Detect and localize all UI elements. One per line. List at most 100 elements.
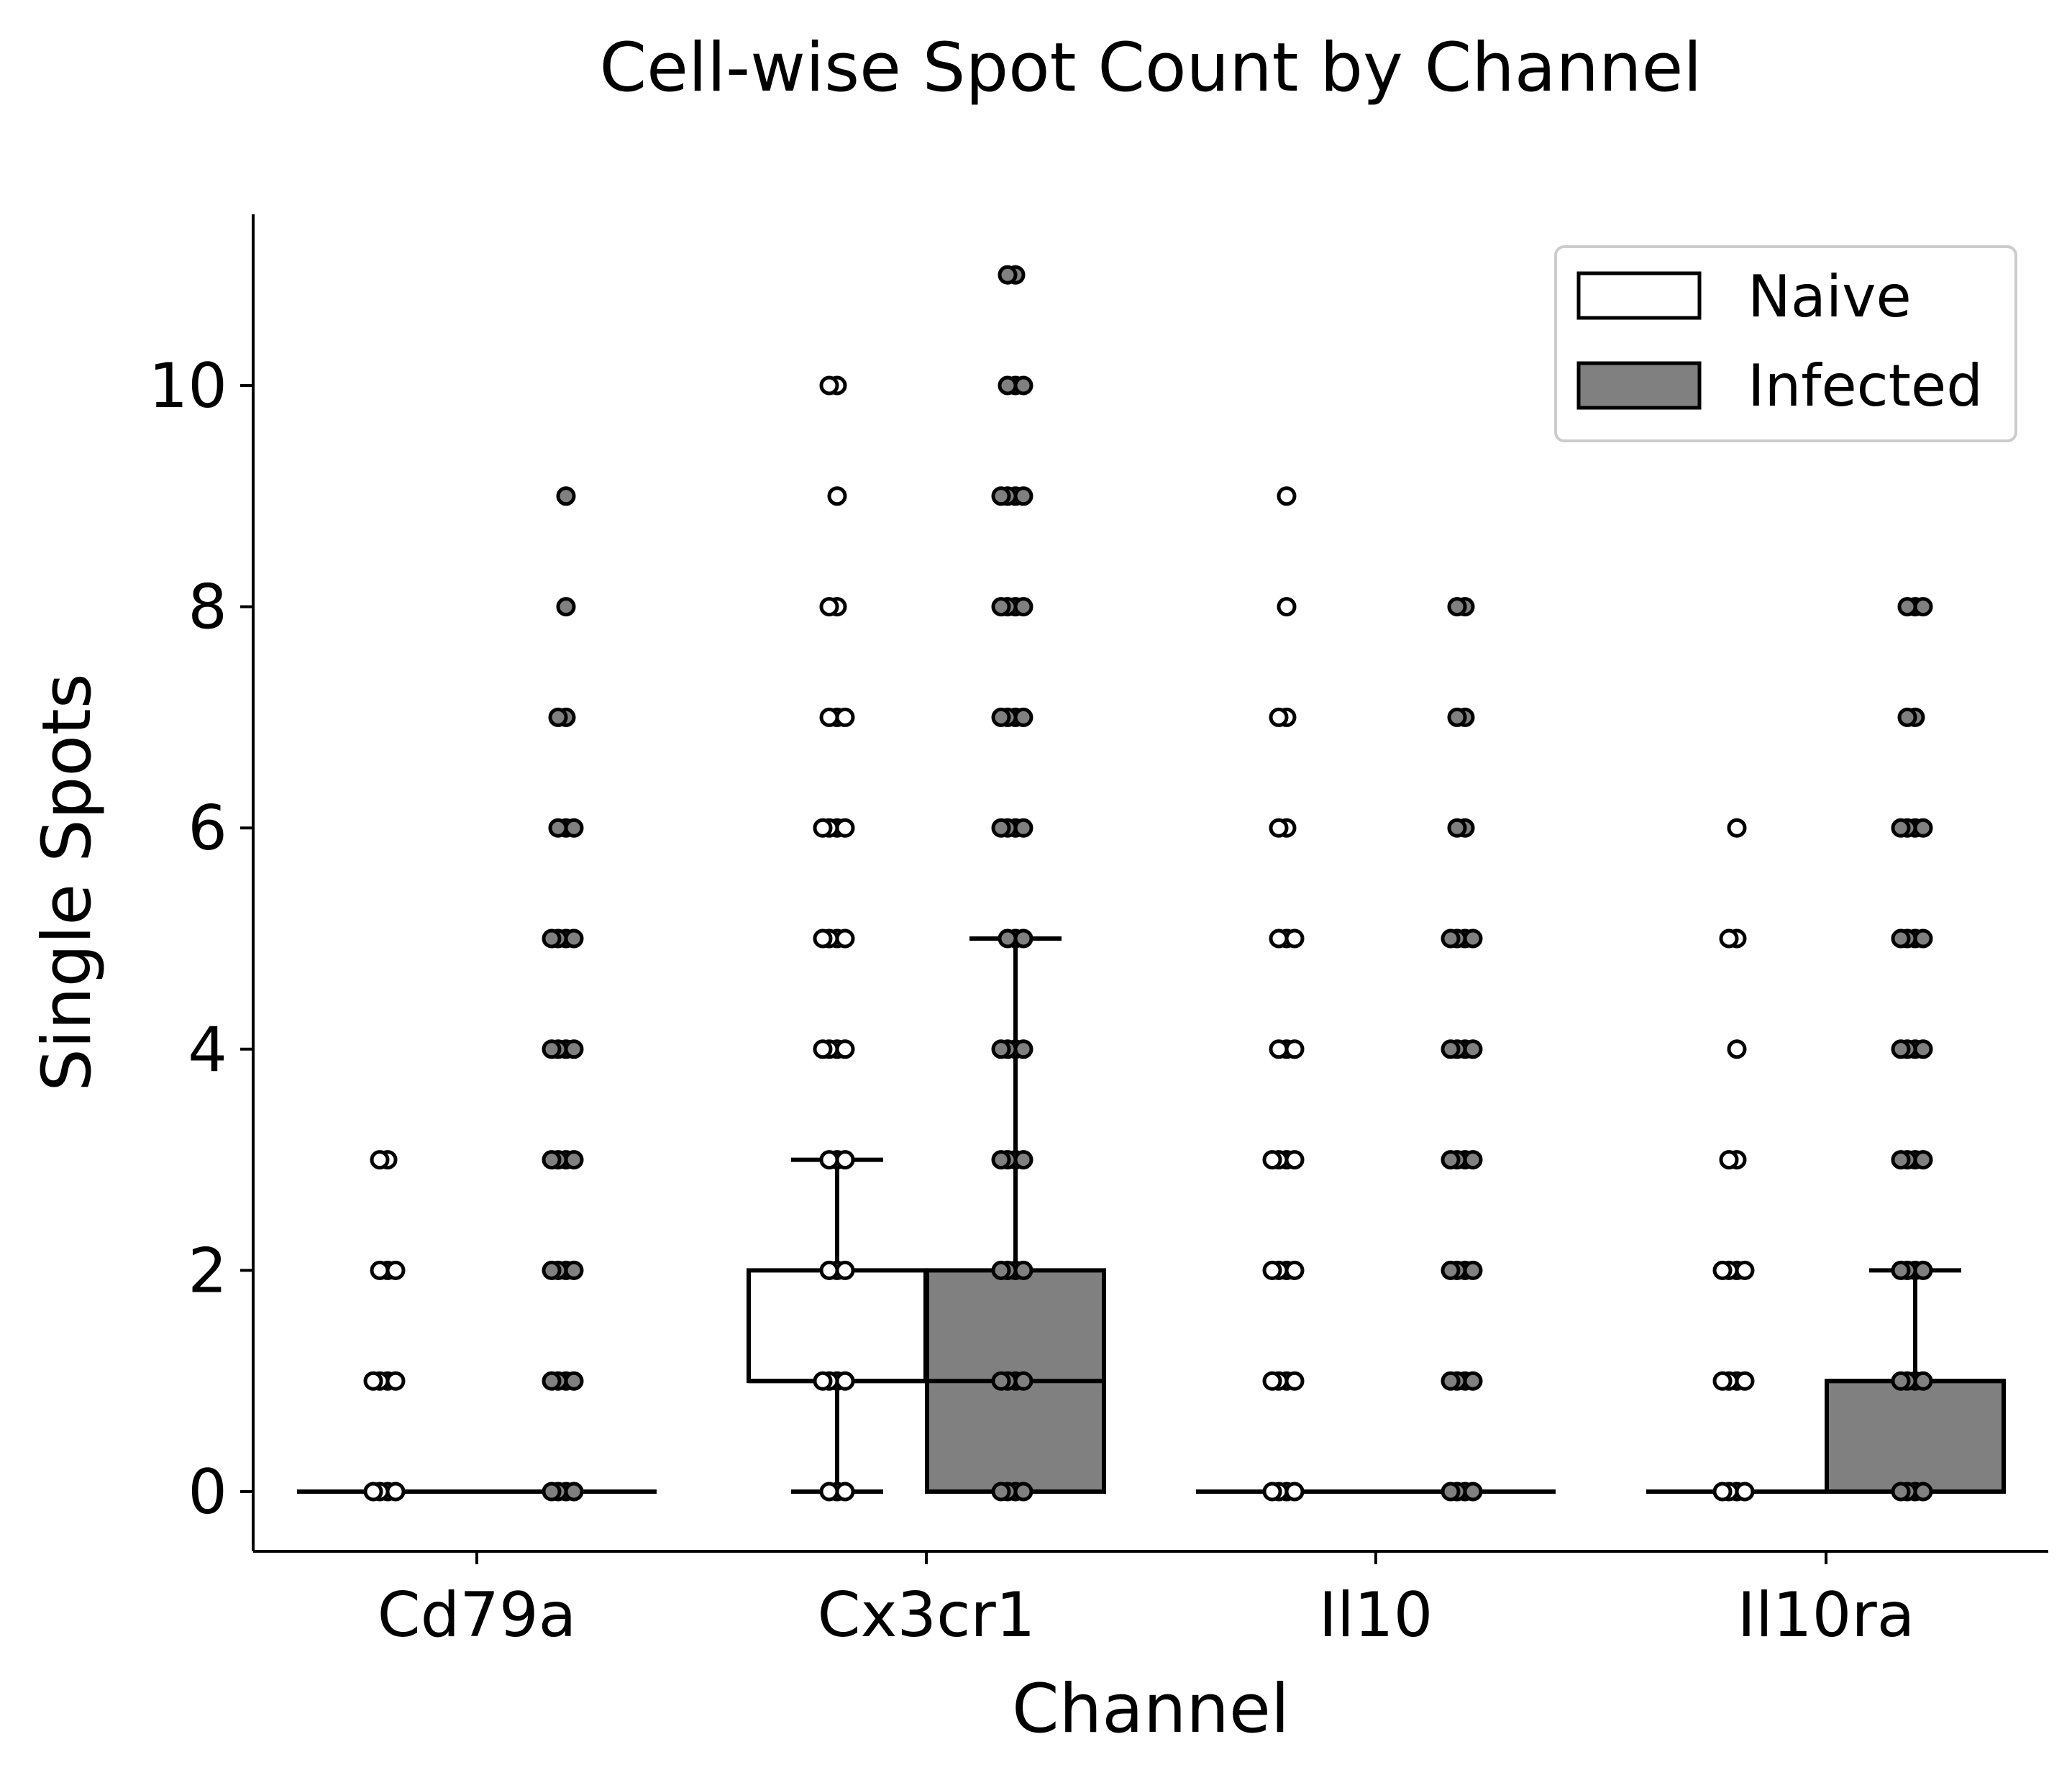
data-point	[1016, 488, 1031, 504]
data-point	[1899, 709, 1915, 725]
x-axis-label: Channel	[1012, 1670, 1290, 1748]
data-point	[837, 1152, 853, 1168]
data-point	[1016, 931, 1031, 946]
data-point	[1737, 1262, 1753, 1278]
x-tick-label: Cd79a	[378, 1579, 577, 1651]
data-point	[1000, 378, 1016, 393]
data-point	[815, 1373, 831, 1389]
data-point	[558, 599, 574, 615]
data-point	[1016, 1373, 1031, 1389]
data-point	[1465, 1262, 1481, 1278]
data-point	[993, 709, 1009, 725]
data-point	[1893, 1484, 1909, 1500]
data-point	[1443, 1373, 1459, 1389]
data-point	[388, 1262, 403, 1278]
data-point	[1915, 1152, 1931, 1168]
data-point	[566, 1373, 582, 1389]
data-point	[1279, 488, 1295, 504]
y-tick-label: 8	[188, 572, 227, 644]
y-tick-label: 10	[149, 350, 227, 422]
data-point	[1287, 1262, 1302, 1278]
data-point	[1443, 1152, 1459, 1168]
data-point	[1893, 820, 1909, 836]
data-point	[544, 1484, 560, 1500]
data-point	[365, 1484, 381, 1500]
data-point	[544, 1152, 560, 1168]
y-tick-label: 0	[188, 1456, 227, 1528]
data-point	[1016, 709, 1031, 725]
data-point	[1915, 931, 1931, 946]
box-body	[1827, 1381, 2004, 1492]
data-point	[1443, 1484, 1459, 1500]
data-point	[1443, 931, 1459, 946]
data-point	[1279, 599, 1295, 615]
x-tick-label: Il10ra	[1738, 1579, 1915, 1651]
data-point	[829, 488, 845, 504]
data-point	[837, 820, 853, 836]
data-point	[1264, 1262, 1280, 1278]
data-point	[388, 1373, 403, 1389]
data-point	[544, 1262, 560, 1278]
data-point	[837, 1262, 853, 1278]
data-point	[1465, 1152, 1481, 1168]
data-point	[821, 378, 837, 393]
data-point	[993, 1484, 1009, 1500]
data-point	[550, 709, 566, 725]
y-axis-label: Single Spots	[28, 673, 106, 1092]
data-point	[1016, 1152, 1031, 1168]
data-point	[1465, 1484, 1481, 1500]
data-point	[1915, 1484, 1931, 1500]
data-point	[837, 1041, 853, 1057]
data-point	[1449, 599, 1465, 615]
data-point	[993, 1041, 1009, 1057]
legend-label-naive: Naive	[1748, 263, 1912, 330]
data-point	[566, 820, 582, 836]
x-tick-label: Cx3cr1	[817, 1579, 1035, 1651]
data-point	[837, 1484, 853, 1500]
data-point	[1016, 378, 1031, 393]
data-point	[1893, 1041, 1909, 1057]
data-point	[1893, 1152, 1909, 1168]
data-point	[1915, 1373, 1931, 1389]
data-point	[1915, 1262, 1931, 1278]
data-point	[1443, 1041, 1459, 1057]
legend-label-infected: Infected	[1748, 352, 1983, 419]
data-point	[1721, 931, 1737, 946]
data-point	[1271, 709, 1287, 725]
data-point	[1000, 267, 1016, 283]
y-tick-label: 2	[188, 1235, 227, 1307]
data-point	[1465, 1373, 1481, 1389]
data-point	[1271, 1041, 1287, 1057]
data-point	[1729, 820, 1745, 836]
data-point	[1287, 1041, 1302, 1057]
chart-title: Cell-wise Spot Count by Channel	[599, 29, 1702, 107]
data-point	[1465, 931, 1481, 946]
data-point	[815, 931, 831, 946]
data-point	[821, 709, 837, 725]
data-point	[1287, 931, 1302, 946]
data-point	[1721, 1152, 1737, 1168]
data-point	[1915, 599, 1931, 615]
data-point	[993, 599, 1009, 615]
data-point	[1729, 1041, 1745, 1057]
data-point	[544, 1373, 560, 1389]
data-point	[1016, 1262, 1031, 1278]
data-point	[372, 1152, 388, 1168]
data-point	[815, 820, 831, 836]
data-point	[1915, 820, 1931, 836]
data-point	[550, 820, 566, 836]
x-tick-label: Il10	[1319, 1579, 1433, 1651]
data-point	[558, 488, 574, 504]
data-point	[1287, 1373, 1302, 1389]
data-point	[1271, 931, 1287, 946]
data-point	[1893, 1262, 1909, 1278]
legend-swatch-infected	[1579, 363, 1699, 408]
y-tick-label: 4	[188, 1014, 227, 1086]
data-point	[1264, 1152, 1280, 1168]
data-point	[1016, 1484, 1031, 1500]
data-point	[1893, 1373, 1909, 1389]
data-point	[1264, 1373, 1280, 1389]
data-point	[821, 599, 837, 615]
